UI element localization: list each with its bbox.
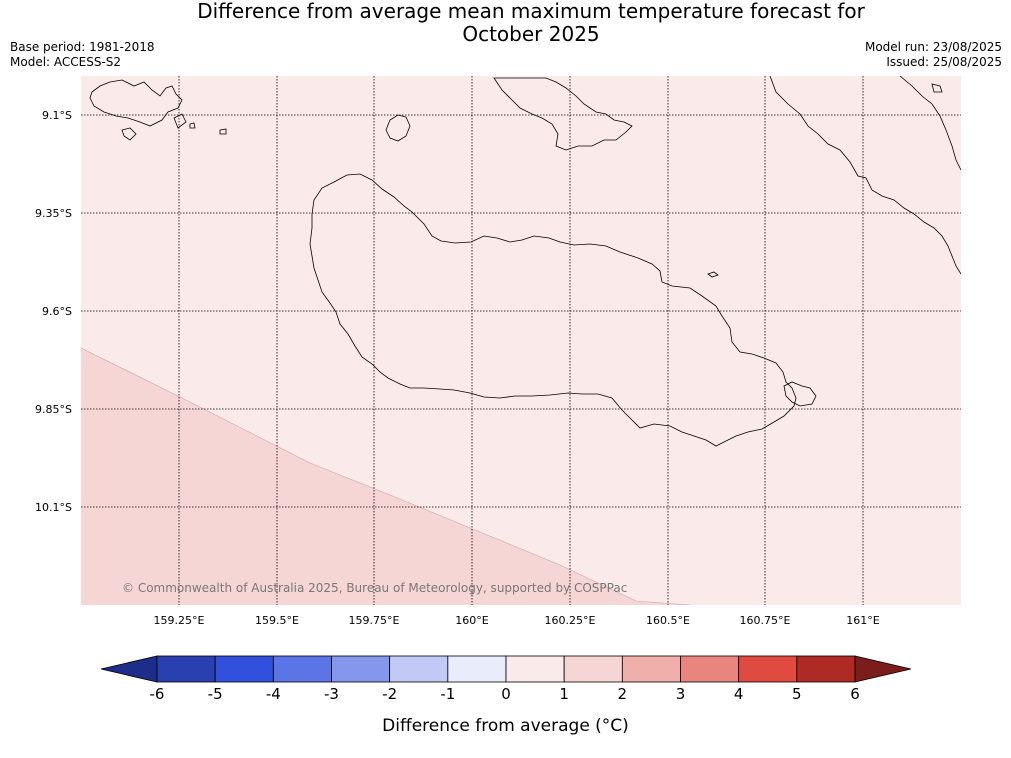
marau-islands [783,381,817,407]
issued-text: Issued: 25/08/2025 [886,55,1002,69]
colorbar-tick-label: -6 [150,685,165,703]
colorbar-tick-label: 1 [559,685,569,703]
latitude-labels: 9.1°S 9.35°S 9.6°S 9.85°S 10.1°S [35,109,72,514]
colorbar-tick-label: -3 [324,685,339,703]
lon-label: 160.25°E [545,614,596,627]
anomaly-region-boundary [81,347,691,605]
colorbar-tick-label: 0 [501,685,511,703]
lon-label: 161°E [846,614,879,627]
savo-island-coastline [385,114,411,142]
lon-label: 159.75°E [349,614,400,627]
colorbar-segment [214,655,274,683]
lat-label: 9.6°S [42,305,72,318]
colorbar-segment [331,655,391,683]
base-period-text: Base period: 1981-2018 [10,40,155,54]
colorbar-tick-label: -4 [266,685,281,703]
guadalcanal-coastline [309,173,797,447]
model-run-text: Model run: 23/08/2025 [864,40,1002,54]
colorbar-label: Difference from average (°C) [382,716,629,736]
colorbar-segment [272,655,332,683]
colorbar-segment [505,655,565,683]
colorbar-tick-label: -5 [208,685,223,703]
meta-left: Base period: 1981-2018 Model: ACCESS-S2 [10,40,155,70]
model-text: Model: ACCESS-S2 [10,55,122,69]
copyright-text: © Commonwealth of Australia 2025, Bureau… [122,581,627,595]
longitude-labels: 159.25°E 159.5°E 159.75°E 160°E 160.25°E… [154,614,880,627]
map-title: Difference from average mean maximum tem… [0,0,1011,46]
colorbar-tick-label: 2 [618,685,628,703]
map-title-line-2: October 2025 [462,22,600,46]
russell-islet-3 [219,128,227,135]
russell-islet-4 [189,122,196,129]
gridlines [81,76,961,605]
colorbar-extension-high [854,655,912,683]
colorbar [100,655,912,683]
colorbar-segment [738,655,798,683]
colorbar-segment [156,655,216,683]
colorbar-segment [796,655,856,683]
colorbar-segment [447,655,507,683]
colorbar-tick-labels: -6 -5 -4 -3 -2 -1 0 1 2 3 4 5 6 [150,685,860,703]
map-title-line-1: Difference from average mean maximum tem… [197,0,865,23]
lat-label: 9.85°S [35,403,72,416]
russell-islet-1 [121,127,137,141]
lon-label: 160°E [455,614,488,627]
colorbar-tick-label: 6 [850,685,860,703]
colorbar-segment [389,655,449,683]
colorbar-tick-label: -2 [382,685,397,703]
lat-label: 9.1°S [42,109,72,122]
colorbar-extension-low [100,655,158,683]
lon-label: 159.5°E [255,614,299,627]
meta-right: Model run: 23/08/2025 Issued: 25/08/2025 [865,40,1002,70]
colorbar-tick-label: 3 [676,685,686,703]
colorbar-segment [563,655,623,683]
coastlines [89,76,961,447]
lon-label: 159.25°E [154,614,205,627]
colorbar-segment [621,655,681,683]
colorbar-tick-label: 4 [734,685,744,703]
colorbar-tick-label: -1 [440,685,455,703]
north-east-coastline [769,76,961,275]
lat-label: 10.1°S [35,501,72,514]
colorbar-tick-label: 5 [792,685,802,703]
nggela-islands-coastline [493,77,633,151]
north-east-islet [931,83,943,93]
colorbar-segment [680,655,740,683]
lon-label: 160.5°E [646,614,690,627]
lon-label: 160.75°E [740,614,791,627]
lat-label: 9.35°S [35,207,72,220]
north-east-coastline-2 [899,76,961,171]
islet-east [707,271,719,278]
anomaly-region-1-to-2 [81,348,690,605]
